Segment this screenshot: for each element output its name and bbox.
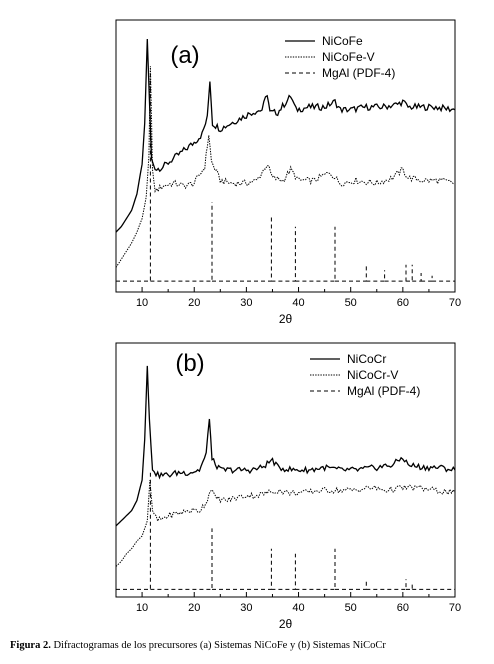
panel-label: (b) bbox=[175, 350, 204, 377]
series-line-dashed bbox=[116, 470, 455, 590]
x-tick-label: 30 bbox=[240, 602, 252, 614]
chart-panel-b: 10 20 30 40 50 60 70 2θ (b) NiCoCr NiCoCr-V MgAl (P… bbox=[115, 342, 461, 631]
chart-panel-a: 10 20 30 40 50 60 70 2θ (a) NiCoFe NiCoFe-V MgAl (P… bbox=[115, 19, 461, 326]
x-tick-label: 70 bbox=[449, 602, 461, 614]
legend-label: NiCoCr-V bbox=[347, 368, 398, 382]
x-tick-label: 70 bbox=[449, 297, 461, 309]
figure-caption: Figura 2. Difractogramas de los precurso… bbox=[10, 640, 490, 651]
series-line-solid bbox=[115, 365, 456, 527]
legend-label: NiCoFe-V bbox=[322, 50, 375, 64]
caption-label: Figura 2. bbox=[10, 640, 51, 651]
legend-label: MgAl (PDF-4) bbox=[322, 66, 395, 80]
x-axis-label: 2θ bbox=[279, 617, 293, 631]
x-tick-label: 50 bbox=[345, 602, 357, 614]
x-tick-label: 60 bbox=[397, 602, 409, 614]
legend-label: NiCoFe bbox=[322, 34, 363, 48]
x-tick-label: 40 bbox=[292, 602, 304, 614]
x-tick-label: 20 bbox=[188, 297, 200, 309]
x-tick-label: 30 bbox=[240, 297, 252, 309]
x-tick-label: 40 bbox=[292, 297, 304, 309]
x-axis-label: 2θ bbox=[279, 312, 293, 326]
legend-label: NiCoCr bbox=[347, 352, 386, 366]
series-line-dotted bbox=[115, 66, 456, 268]
panel-label: (a) bbox=[170, 42, 199, 69]
plot-frame bbox=[115, 19, 456, 293]
x-tick-label: 10 bbox=[136, 297, 148, 309]
legend-label: MgAl (PDF-4) bbox=[347, 384, 420, 398]
series-line-dotted bbox=[115, 480, 456, 567]
series-line-dashed bbox=[116, 74, 455, 282]
caption-text: Difractogramas de los precursores (a) Si… bbox=[53, 640, 386, 651]
x-tick-label: 10 bbox=[136, 602, 148, 614]
series-line-solid bbox=[115, 38, 456, 233]
x-tick-label: 50 bbox=[345, 297, 357, 309]
x-tick-label: 20 bbox=[188, 602, 200, 614]
x-tick-label: 60 bbox=[397, 297, 409, 309]
